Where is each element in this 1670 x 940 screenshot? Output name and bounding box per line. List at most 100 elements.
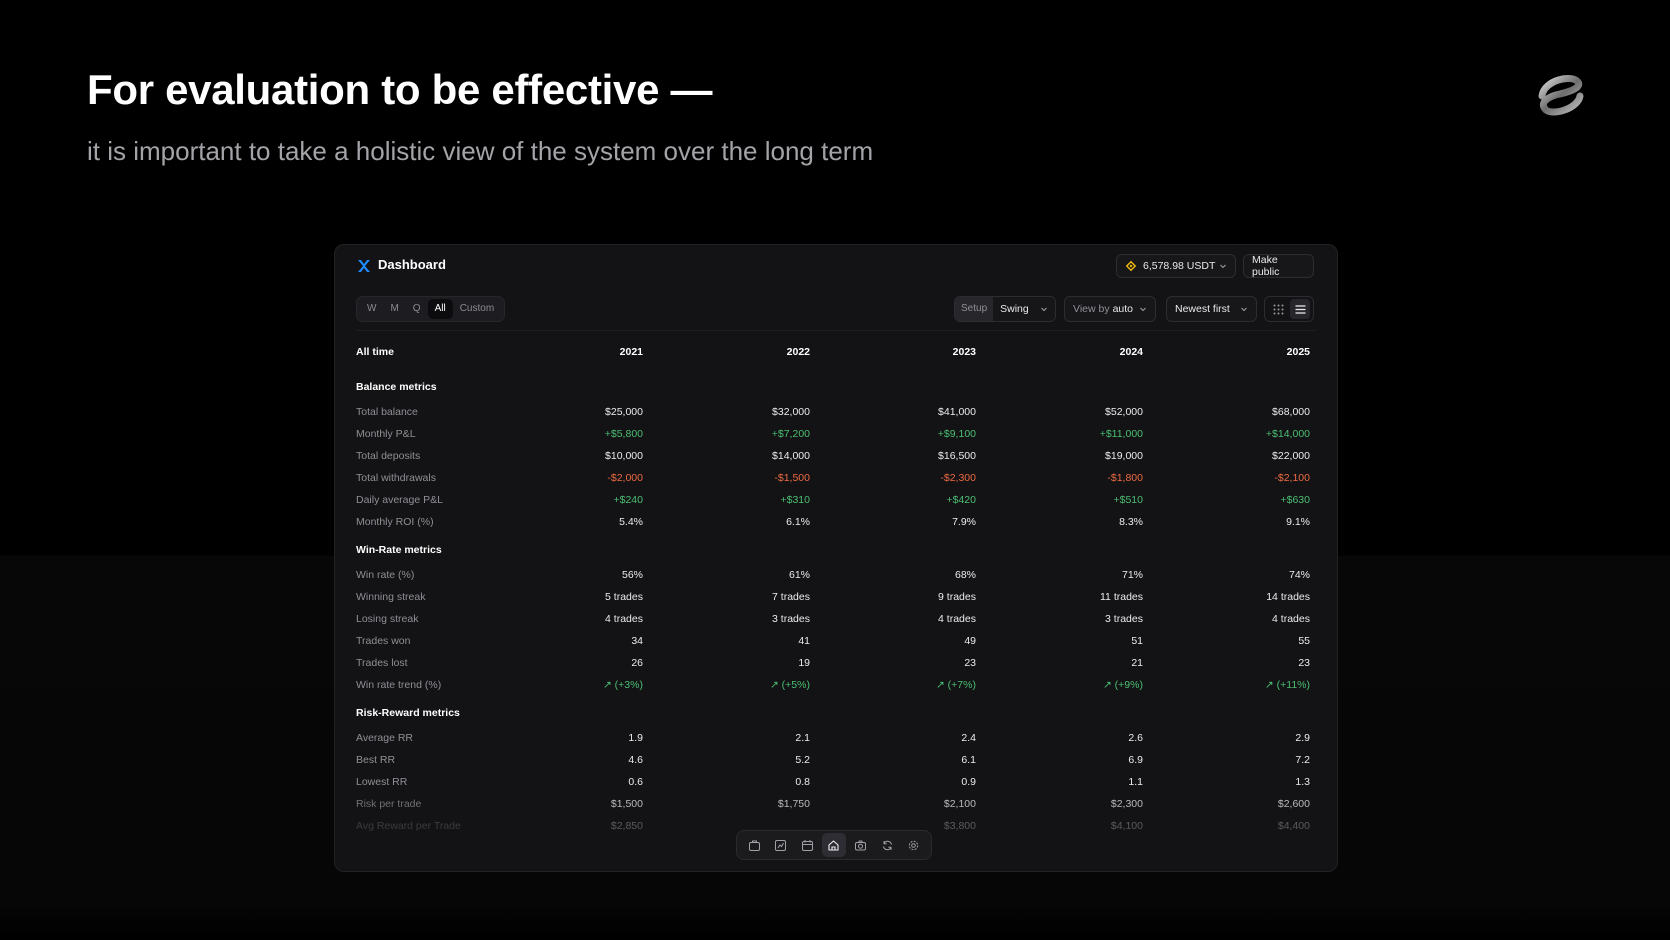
table-cell: 68% [954, 569, 976, 581]
table-cell: 4 trades [605, 613, 643, 625]
table-row: Trades lost 26 19 23 21 23 [356, 652, 1314, 674]
tab-custom[interactable]: Custom [459, 303, 495, 314]
briefcase-icon [748, 840, 760, 851]
sort-select[interactable]: Newest first [1166, 296, 1257, 322]
table-row: Risk per trade $1,500 $1,750 $2,100 $2,3… [356, 793, 1314, 815]
dock-home-button[interactable] [821, 833, 846, 857]
table-cell: 0.6 [628, 776, 643, 788]
hero-subtitle: it is important to take a holistic view … [87, 136, 874, 166]
table-cell: $4,100 [1110, 820, 1143, 832]
table-cell: 7 trades [772, 591, 810, 603]
year-header: 2021 [619, 346, 643, 358]
dock-camera-button[interactable] [849, 833, 873, 857]
row-label: Win rate trend (%) [356, 679, 442, 691]
table-cell: 7.9% [952, 516, 976, 528]
grid-view-button[interactable] [1268, 299, 1288, 319]
table-cell: -$1,800 [1107, 472, 1143, 484]
setup-filter[interactable]: Setup Swing [954, 296, 1056, 322]
dock-settings-button[interactable] [902, 833, 926, 857]
chevron-down-icon [1140, 307, 1146, 312]
row-label: Best RR [356, 754, 396, 766]
table-cell: 4 trades [1272, 613, 1310, 625]
table-cell: 2.1 [795, 732, 810, 744]
make-public-button[interactable]: Make public [1243, 254, 1314, 278]
table-cell: 2.4 [961, 732, 976, 744]
table-cell: 41 [798, 635, 810, 647]
dock-briefcase-button[interactable] [742, 833, 766, 857]
table-row: Win rate trend (%) ↗ (+3%) ↗ (+5%) ↗ (+7… [356, 674, 1314, 696]
trend-cell: ↗ (+7%) [935, 679, 976, 691]
table-cell: 3 trades [772, 613, 810, 625]
table-cell: 71% [1121, 569, 1143, 581]
tab-all[interactable]: All [427, 299, 453, 319]
table-row: Total withdrawals -$2,000 -$1,500 -$2,30… [356, 467, 1314, 489]
table-cell: 23 [1298, 657, 1310, 669]
table-row: Daily average P&L +$240 +$310 +$420 +$51… [356, 489, 1314, 511]
table-cell: $25,000 [605, 406, 643, 418]
refresh-icon [882, 840, 892, 850]
twisted-ribbon-logo-icon [1538, 75, 1584, 116]
table-cell: 55 [1298, 635, 1310, 647]
dock-refresh-button[interactable] [875, 833, 899, 857]
table-row: Lowest RR 0.6 0.8 0.9 1.1 1.3 [356, 771, 1314, 793]
dock-calendar-button[interactable] [795, 833, 819, 857]
tab-week[interactable]: W [367, 303, 377, 314]
row-label: Trades lost [356, 657, 408, 669]
table-cell: +$11,000 [1099, 428, 1143, 440]
year-header: 2024 [1119, 346, 1143, 358]
row-label: Total withdrawals [356, 472, 436, 484]
table-cell: 5.4% [619, 516, 643, 528]
tab-quarter[interactable]: Q [412, 303, 421, 314]
table-cell: 61% [788, 569, 810, 581]
dock-chart-button[interactable] [769, 833, 793, 857]
table-cell: $2,300 [1110, 798, 1143, 810]
list-view-icon [1295, 304, 1305, 314]
table-cell: 1.1 [1128, 776, 1143, 788]
table-cell: $2,100 [943, 798, 976, 810]
balance-selector[interactable]: 6,578.98 USDT [1116, 254, 1236, 278]
home-icon [828, 839, 840, 851]
table-row: Trades won 34 41 49 51 55 [356, 630, 1314, 652]
table-cell: $2,850 [610, 820, 643, 832]
table-cell: 14 trades [1266, 591, 1310, 603]
camera-icon [855, 840, 867, 850]
row-label: Winning streak [356, 591, 426, 603]
row-label: Average RR [356, 732, 414, 744]
bottom-dock [736, 830, 932, 860]
trend-cell: ↗ (+11%) [1264, 679, 1310, 691]
row-label: Losing streak [356, 613, 419, 625]
view-mode-toggle [1264, 296, 1314, 322]
table-cell: $16,500 [938, 450, 976, 462]
table-cell: $19,000 [1105, 450, 1143, 462]
table-cell: -$2,100 [1274, 472, 1310, 484]
table-cell: $68,000 [1272, 406, 1310, 418]
list-view-button[interactable] [1290, 299, 1310, 319]
table-row: Best RR 4.6 5.2 6.1 6.9 7.2 [356, 749, 1314, 771]
table-row: Win rate (%) 56% 61% 68% 71% 74% [356, 564, 1314, 586]
chart-icon [775, 839, 787, 851]
setup-select[interactable]: Swing [993, 297, 1055, 321]
table-cell: 51 [1131, 635, 1143, 647]
table-cell: $1,500 [610, 798, 643, 810]
table-cell: 8.3% [1119, 516, 1143, 528]
tab-month[interactable]: M [390, 303, 399, 314]
row-label: Win rate (%) [356, 569, 415, 581]
dashboard-topbar: Dashboard 6,578.98 USDT Make public [335, 245, 1337, 287]
table-cell: 1.3 [1295, 776, 1310, 788]
year-header: 2023 [952, 346, 976, 358]
table-cell: 0.9 [961, 776, 976, 788]
row-label: Daily average P&L [356, 494, 443, 506]
view-by-select[interactable]: View by auto [1064, 296, 1156, 322]
table-cell: $52,000 [1105, 406, 1143, 418]
header-all-time: All time [356, 346, 394, 358]
dashboard-window: Dashboard 6,578.98 USDT Make public W M … [334, 244, 1338, 872]
view-by-value: auto [1112, 303, 1134, 315]
table-cell: 0.8 [795, 776, 810, 788]
table-cell: +$7,200 [771, 428, 810, 440]
chevron-down-icon [1220, 264, 1226, 269]
table-row: Total balance $25,000 $32,000 $41,000 $5… [356, 401, 1314, 423]
table-cell: 7.2 [1295, 754, 1310, 766]
table-cell: $10,000 [605, 450, 643, 462]
app-title: Dashboard [378, 257, 446, 272]
